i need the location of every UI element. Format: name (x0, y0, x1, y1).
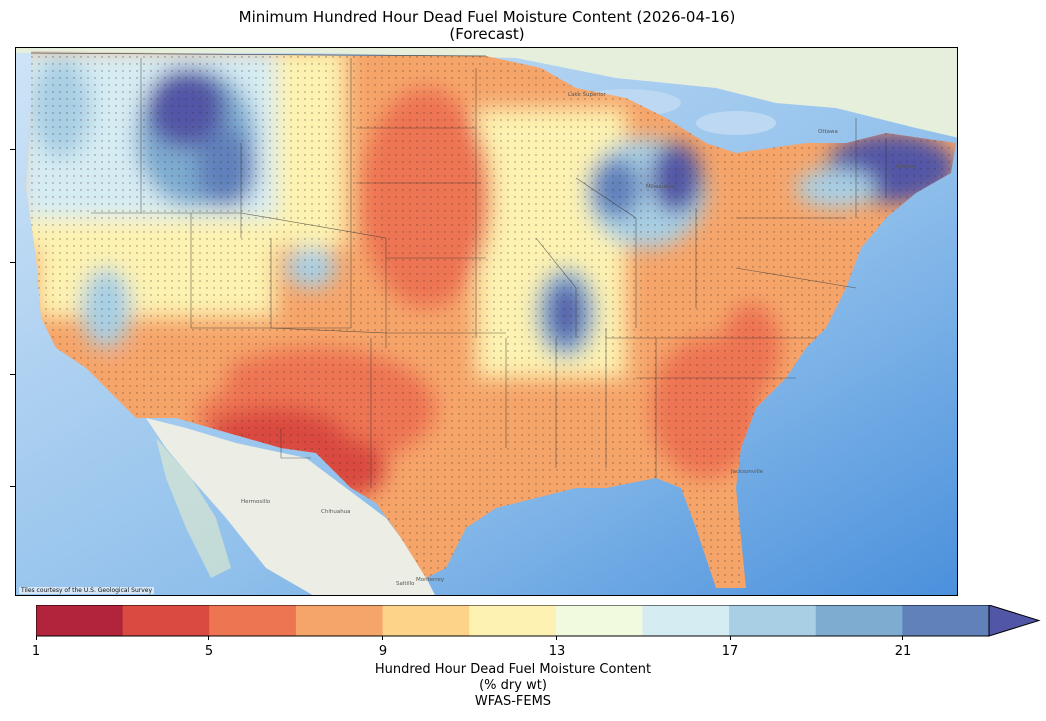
colorbar-segment (555, 605, 643, 636)
place-label: Milwaukee (646, 184, 676, 190)
colorbar-tick (730, 636, 731, 640)
map-canvas: Lake Superior Milwaukee Ottawa Boston Ja… (16, 48, 957, 595)
colorbar-segment (382, 605, 470, 636)
colorbar-title: Hundred Hour Dead Fuel Moisture Content … (274, 662, 752, 710)
map-title-line2: (Forecast) (449, 25, 525, 43)
colorbar-segment (469, 605, 557, 636)
colorbar-title-line2: (% dry wt) (479, 678, 547, 693)
colorbar-tick-label: 1 (31, 644, 41, 659)
mexico-land (146, 418, 435, 595)
colorbar-segment (295, 605, 384, 636)
colorbar-segment (642, 605, 730, 636)
place-label: Saltillo (396, 581, 415, 587)
colorbar-segment (36, 605, 124, 636)
colorbar-tick-label: 9 (378, 644, 388, 659)
place-label: Boston (896, 164, 916, 170)
place-label: Monterrey (416, 577, 445, 583)
colorbar-segment (729, 605, 817, 636)
colorbar-tick (36, 636, 37, 640)
colorbar-tick (902, 636, 903, 640)
place-label: Lake Superior (568, 92, 607, 98)
place-labels: Lake Superior Milwaukee Ottawa Boston Ja… (241, 92, 916, 587)
place-label: Chihuahua (321, 509, 351, 515)
colorbar-segment (815, 605, 903, 636)
state-boundaries (91, 58, 887, 488)
colorbar-tick-label: 13 (548, 644, 566, 659)
canada-land (16, 48, 957, 138)
colorbar-tick-label: 21 (894, 644, 912, 659)
colorbar-segment (209, 605, 297, 636)
y-tick (10, 262, 15, 263)
colorbar-tick (208, 636, 209, 640)
colorbar-tick (382, 636, 383, 640)
colorbar-tick-label: 5 (204, 644, 214, 659)
map-title: Minimum Hundred Hour Dead Fuel Moisture … (0, 9, 974, 43)
colorbar-extend-arrow (988, 605, 1041, 637)
y-tick (10, 486, 15, 487)
map-title-line1: Minimum Hundred Hour Dead Fuel Moisture … (238, 8, 736, 26)
fuel-moisture-map[interactable]: Lake Superior Milwaukee Ottawa Boston Ja… (15, 47, 958, 596)
y-tick (10, 149, 15, 150)
colorbar-title-line3: WFAS-FEMS (474, 694, 552, 709)
colorbar-tick-label: 17 (721, 644, 739, 659)
place-label: Ottawa (818, 129, 838, 135)
colorbar-tick (556, 636, 557, 640)
place-label: Hermosillo (241, 499, 271, 505)
colorbar-title-line1: Hundred Hour Dead Fuel Moisture Content (374, 662, 652, 677)
us-canada-border (30, 52, 487, 57)
colorbar-segment (122, 605, 210, 636)
place-label: Jacksonville (730, 469, 764, 475)
baja-land (156, 438, 231, 578)
colorbar-segment (902, 605, 990, 636)
tile-credit: Tiles courtesy of the U.S. Geological Su… (19, 587, 155, 594)
colorbar (36, 605, 1041, 637)
lake-ontario (696, 111, 776, 135)
y-tick (10, 374, 15, 375)
